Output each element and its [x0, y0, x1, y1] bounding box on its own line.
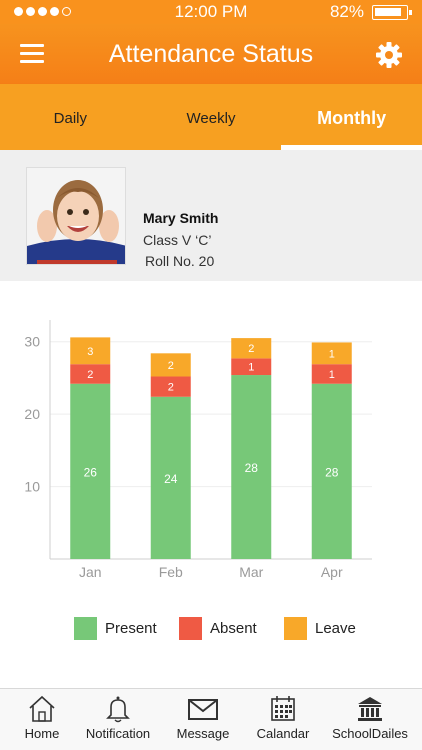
legend-swatch-leave: [284, 616, 307, 640]
data-label-leave-feb: 2: [168, 360, 174, 372]
bar-absent-jan: [70, 364, 111, 384]
legend-swatch-present: [74, 616, 97, 640]
student-roll-number: Roll No. 20: [145, 253, 215, 269]
chart-legend: Present Absent Leave: [0, 616, 422, 642]
y-tick-label: 30: [24, 334, 40, 350]
legend-item-leave: Leave: [284, 616, 356, 640]
nav-calendar-label: Calandar: [256, 726, 310, 741]
nav-home-label: Home: [24, 726, 60, 741]
data-label-present-feb: 24: [164, 472, 178, 486]
battery-icon: [372, 5, 412, 20]
data-label-leave-mar: 2: [248, 343, 254, 355]
data-label-present-mar: 28: [245, 461, 259, 475]
bar-present-jan: [70, 383, 111, 559]
legend-label-present: Present: [105, 619, 157, 637]
data-label-absent-feb: 2: [168, 382, 174, 394]
bar-leave-feb: [150, 353, 191, 377]
student-profile: Mary Smith Class V ‘C’ Roll No. 20: [0, 150, 422, 281]
bar-leave-apr: [311, 342, 352, 365]
data-label-present-apr: 28: [325, 465, 339, 479]
bar-leave-mar: [231, 338, 272, 359]
data-label-present-jan: 26: [84, 465, 98, 479]
nav-notification[interactable]: Notification: [76, 695, 160, 749]
bar-absent-apr: [311, 364, 352, 384]
status-bar: 12:00 PM 82%: [0, 0, 422, 24]
legend-swatch-absent: [179, 616, 202, 640]
signal-strength-icon: [14, 7, 71, 16]
legend-label-absent: Absent: [210, 619, 257, 637]
data-label-leave-jan: 3: [87, 346, 93, 358]
x-tick-label: Apr: [321, 564, 343, 580]
y-tick-label: 10: [24, 479, 40, 495]
bar-leave-jan: [70, 337, 111, 365]
bar-present-feb: [150, 396, 191, 559]
tab-weekly[interactable]: Weekly: [186, 110, 236, 127]
nav-calendar[interactable]: Calandar: [241, 695, 325, 749]
data-label-absent-jan: 2: [87, 369, 93, 381]
attendance-chart: 10 20 30 26 2 3 Jan 24 2 2 Feb 28 1 2 Mar 28 1 1 Apr: [24, 320, 372, 580]
status-time: 12:00 PM: [174, 2, 248, 21]
x-tick-label: Jan: [79, 564, 102, 580]
y-tick-label: 20: [24, 406, 40, 422]
nav-message[interactable]: Message: [161, 695, 245, 749]
bottom-navigation: Home Notification Message Calandar: [0, 688, 422, 750]
home-icon: [29, 695, 55, 722]
nav-school-dailes[interactable]: SchoolDailes: [328, 695, 412, 749]
tab-monthly[interactable]: Monthly: [281, 84, 422, 150]
calendar-icon: [271, 696, 295, 721]
legend-item-present: Present: [74, 616, 157, 640]
x-tick-label: Mar: [239, 564, 263, 580]
school-icon: [358, 697, 382, 721]
legend-label-leave: Leave: [315, 619, 356, 637]
envelope-icon: [188, 699, 218, 720]
nav-school-dailes-label: SchoolDailes: [332, 726, 408, 741]
legend-item-absent: Absent: [179, 616, 257, 640]
data-label-absent-apr: 1: [329, 369, 335, 381]
period-tabs: Daily Weekly Monthly: [0, 84, 422, 150]
app-header: Attendance Status: [0, 24, 422, 84]
battery-percentage: 82%: [329, 2, 364, 21]
student-class: Class V ‘C’: [143, 232, 212, 248]
tab-daily[interactable]: Daily: [53, 110, 87, 127]
data-label-leave-apr: 1: [329, 348, 335, 360]
hamburger-menu-icon[interactable]: [20, 44, 44, 64]
data-label-absent-mar: 1: [248, 362, 254, 374]
bar-present-mar: [231, 375, 272, 559]
bell-icon: [106, 696, 130, 723]
x-tick-label: Feb: [159, 564, 183, 580]
nav-notification-label: Notification: [85, 726, 151, 741]
nav-home[interactable]: Home: [0, 695, 84, 749]
bar-absent-feb: [150, 376, 191, 397]
gear-icon[interactable]: [374, 40, 404, 70]
student-name: Mary Smith: [143, 210, 219, 226]
page-title: Attendance Status: [108, 40, 314, 68]
bar-absent-mar: [231, 358, 272, 376]
bar-present-apr: [311, 383, 352, 559]
student-avatar: [26, 167, 126, 265]
nav-message-label: Message: [176, 726, 230, 741]
